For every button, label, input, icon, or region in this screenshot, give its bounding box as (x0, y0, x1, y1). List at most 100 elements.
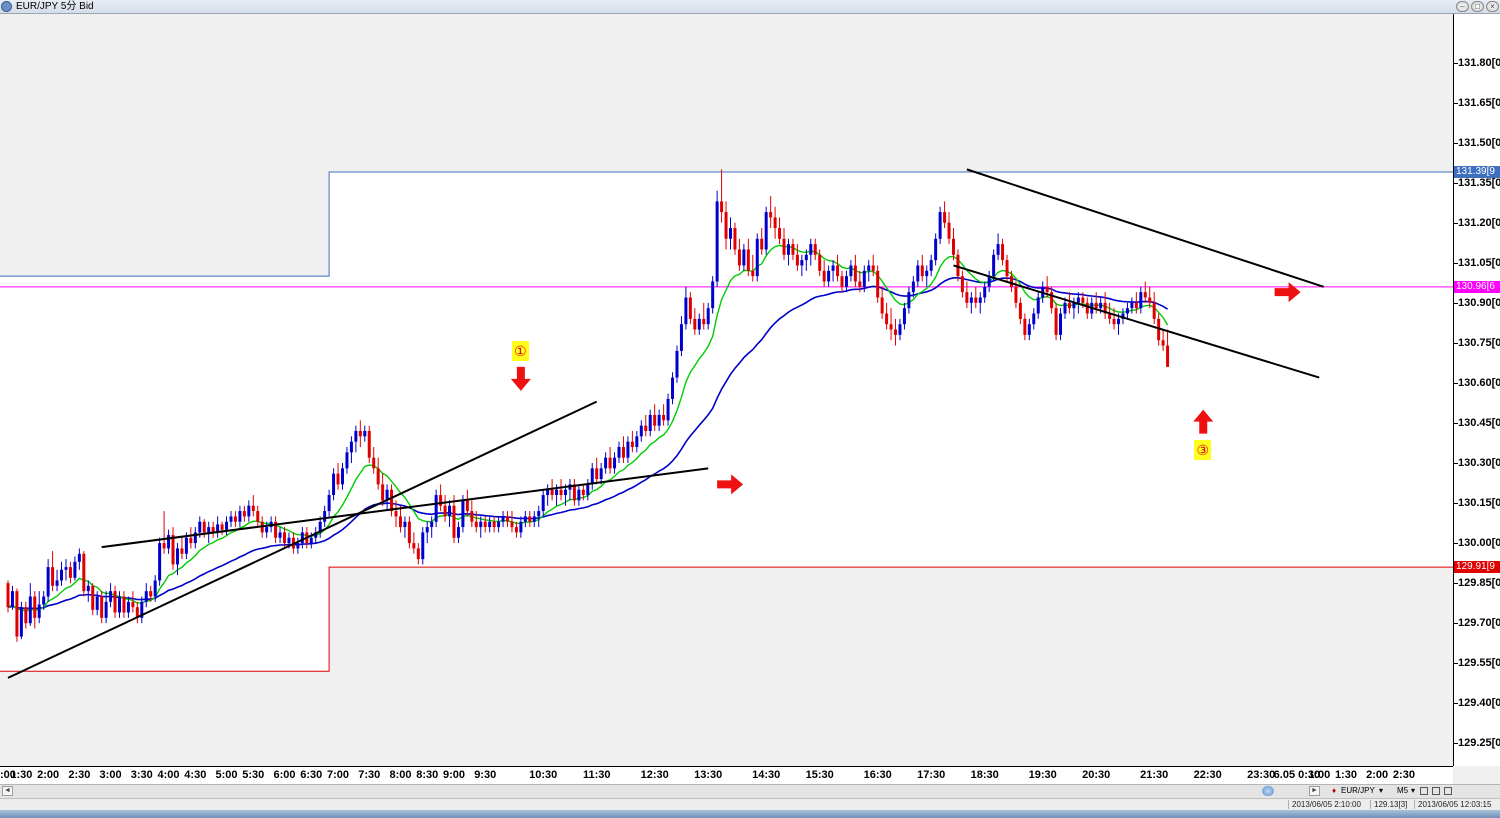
candle (1072, 297, 1076, 319)
minimize-button[interactable]: – (1456, 1, 1469, 12)
candle-body (934, 238, 938, 261)
candle (666, 393, 670, 426)
candle (492, 516, 496, 533)
candle (488, 516, 492, 533)
price-label: 129.70[0 (1458, 617, 1500, 630)
candle (880, 286, 884, 319)
candle (688, 292, 692, 325)
candle-body (604, 457, 608, 469)
candle-body (421, 532, 425, 560)
maximize-button[interactable]: □ (1471, 1, 1484, 12)
candle (648, 409, 652, 437)
candle-body (95, 596, 99, 610)
candle (506, 511, 510, 528)
annotation-arrow (1193, 409, 1214, 434)
timeframe-dropdown-icon[interactable]: ▾ (1411, 786, 1416, 795)
candle-body (1018, 302, 1022, 319)
candle-body (697, 318, 701, 330)
candle-body (135, 607, 139, 618)
candle (662, 404, 666, 426)
candle (693, 308, 697, 335)
candlestick-chart (0, 14, 1453, 766)
candle (345, 446, 349, 474)
chart-icon-2[interactable] (1432, 787, 1440, 795)
candle-body (474, 521, 478, 528)
candle-body (55, 580, 59, 586)
candle-body (220, 524, 224, 530)
candle (577, 484, 581, 506)
candle-body (207, 527, 211, 533)
candle-body (171, 535, 175, 565)
chart-scrollbar[interactable]: ◄ ► ♦ EUR/JPY ▾ M5 ▾ (0, 784, 1500, 798)
annotation-arrow (1274, 282, 1301, 303)
candle (844, 270, 848, 293)
candle (354, 425, 358, 453)
candle (28, 583, 32, 626)
candle-body (974, 297, 978, 303)
candle-body (461, 500, 465, 528)
chart-icon-3[interactable] (1444, 787, 1452, 795)
candle-body (211, 527, 215, 533)
candle (131, 591, 135, 613)
candle (836, 254, 840, 282)
candle (1032, 308, 1036, 330)
candle (372, 446, 376, 474)
symbol-dropdown-icon[interactable]: ▾ (1379, 786, 1384, 795)
candle-body (394, 511, 398, 517)
candle-body (938, 212, 942, 239)
candle-body (202, 521, 206, 533)
candle-body (840, 276, 844, 287)
price-label: 131.05[0 (1458, 256, 1500, 269)
candle (514, 521, 518, 538)
time-label: 1:30 (1334, 769, 1357, 781)
chart-icon-1[interactable] (1420, 787, 1428, 795)
candle (724, 201, 728, 250)
candle (729, 217, 732, 250)
candle-body (349, 441, 353, 453)
time-axis[interactable]: :00 1:30 2:00 2:30 3:00 3:30 4:00 4:30 5:00 5:30 6… (0, 766, 1453, 784)
candle (37, 591, 41, 624)
scroll-left-button[interactable]: ◄ (2, 786, 13, 796)
price-label: 129.55[0 (1458, 657, 1500, 670)
candle-body (300, 532, 304, 544)
candle (1085, 297, 1089, 319)
candle (167, 529, 171, 554)
upper-range-border (0, 171, 1453, 277)
candle-body (497, 521, 501, 528)
candle-body (1005, 260, 1009, 277)
candle (876, 265, 880, 303)
time-label: 5:00 (215, 769, 238, 781)
candle (135, 601, 139, 624)
candle (327, 489, 331, 517)
candle-body (894, 329, 898, 335)
close-button[interactable]: × (1486, 1, 1499, 12)
time-label: 12:30 (640, 769, 669, 781)
candle (251, 495, 255, 517)
candle (822, 260, 826, 287)
price-label: 129.85[0 (1458, 577, 1500, 590)
symbol-selector[interactable]: EUR/JPY (1341, 786, 1375, 795)
candle-body (24, 607, 28, 624)
candle-body (862, 270, 866, 287)
candle-body (1081, 297, 1085, 303)
scroll-right-button[interactable]: ► (1309, 786, 1320, 796)
candle-body (1027, 324, 1031, 335)
price-axis[interactable]: 131.80[0 131.65[0 131.50[0 131.35[0 131.20[0… (1453, 14, 1500, 766)
candle (626, 436, 630, 464)
candle-body (198, 521, 202, 533)
candle-body (10, 591, 14, 608)
candle-body (648, 414, 652, 431)
candle (764, 206, 768, 255)
candle (617, 441, 621, 464)
candle-body (996, 244, 1000, 255)
candle-body (86, 585, 90, 592)
candle (91, 583, 95, 616)
timeframe-selector[interactable]: M5 (1397, 786, 1409, 795)
candle-body (769, 212, 773, 218)
candle (987, 270, 991, 293)
candle-body (764, 212, 768, 250)
candle-body (943, 212, 947, 223)
scroll-thumb[interactable] (1262, 786, 1274, 796)
candle-body (367, 430, 371, 458)
